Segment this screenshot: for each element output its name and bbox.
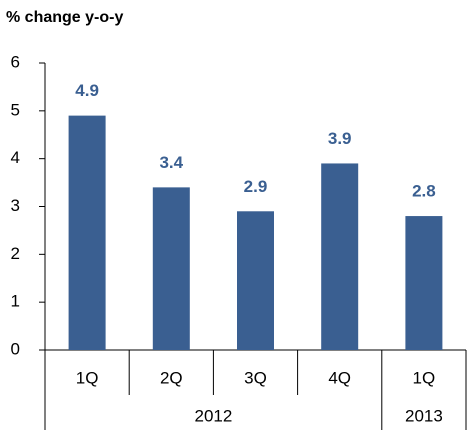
bar — [152, 187, 190, 350]
data-label: 3.4 — [159, 153, 183, 172]
bar — [405, 216, 443, 350]
x-tick-label: 3Q — [244, 368, 267, 387]
y-tick-label: 5 — [11, 100, 20, 119]
data-label: 2.8 — [412, 182, 436, 201]
y-tick-label: 3 — [11, 196, 20, 215]
y-tick-label: 0 — [11, 339, 20, 358]
chart-title: % change y-o-y — [6, 9, 123, 26]
group-label: 2013 — [405, 406, 443, 425]
y-tick-label: 4 — [11, 148, 20, 167]
data-label: 2.9 — [244, 177, 268, 196]
y-tick-label: 6 — [11, 52, 20, 71]
bar — [237, 211, 274, 350]
data-label: 3.9 — [328, 129, 352, 148]
x-tick-label: 1Q — [413, 368, 436, 387]
data-label: 4.9 — [75, 81, 99, 100]
x-tick-label: 4Q — [328, 368, 351, 387]
x-tick-label: 2Q — [160, 368, 183, 387]
y-tick-label: 1 — [11, 292, 20, 311]
bar — [68, 115, 106, 350]
y-tick-label: 2 — [11, 244, 20, 263]
group-label: 2012 — [194, 406, 232, 425]
bar — [321, 163, 359, 350]
x-tick-label: 1Q — [76, 368, 99, 387]
